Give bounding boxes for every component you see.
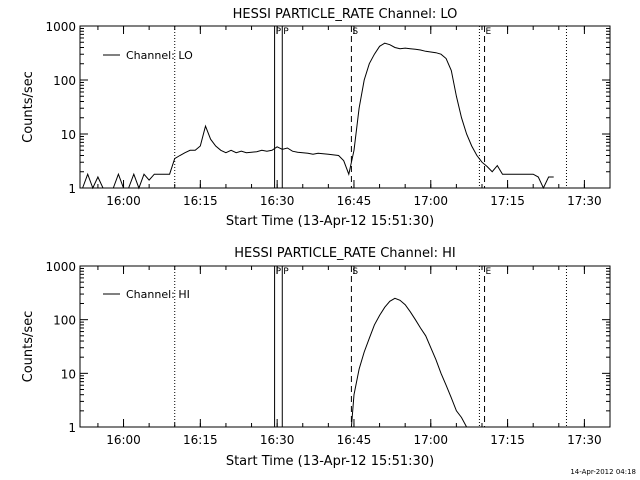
marker-label-s-lo: S bbox=[352, 27, 358, 37]
marker-label-e-lo: E bbox=[486, 27, 492, 37]
xtick-label-lo: 17:15 bbox=[490, 194, 525, 208]
legend-label-hi: Channel: HI bbox=[126, 288, 190, 301]
series-line-hi bbox=[350, 297, 468, 428]
plot-frame-lo bbox=[79, 25, 611, 189]
chart-title-lo: HESSI PARTICLE_RATE Channel: LO bbox=[233, 7, 458, 22]
footer-timestamp: 14-Apr-2012 04:18 bbox=[570, 468, 636, 476]
xtick-label-hi: 17:00 bbox=[413, 433, 448, 447]
xtick-label-hi: 16:30 bbox=[260, 433, 295, 447]
chart-lo-panel: HESSI PARTICLE_RATE Channel: LO 1 10 100 100… bbox=[21, 7, 611, 229]
marker-label-e-hi: E bbox=[486, 267, 492, 277]
xtick-label-lo: 16:45 bbox=[337, 194, 372, 208]
plot-frame-hi bbox=[79, 265, 611, 428]
y-axis-label-lo: Counts/sec bbox=[21, 71, 36, 143]
ytick-label-hi: 10 bbox=[61, 367, 76, 381]
ytick-label-lo: 10 bbox=[61, 128, 76, 142]
xtick-label-lo: 16:00 bbox=[106, 194, 141, 208]
ytick-label-hi: 1000 bbox=[45, 260, 76, 274]
xtick-label-lo: 16:15 bbox=[183, 194, 218, 208]
chart-hi-panel: HESSI PARTICLE_RATE Channel: HI 1 10 100 100… bbox=[21, 246, 611, 469]
marker-label-p-hi: P bbox=[283, 267, 289, 277]
marker-label-p-lo: P bbox=[276, 27, 282, 37]
x-axis-label-lo: Start Time (13-Apr-12 15:51:30) bbox=[226, 214, 434, 229]
xtick-label-lo: 17:30 bbox=[567, 194, 602, 208]
chart-title-hi: HESSI PARTICLE_RATE Channel: HI bbox=[234, 246, 455, 261]
marker-label-s-hi: S bbox=[352, 267, 358, 277]
ytick-label-hi: 1 bbox=[68, 421, 76, 435]
xtick-label-hi: 17:15 bbox=[490, 433, 525, 447]
ytick-label-lo: 1000 bbox=[45, 20, 76, 34]
xtick-label-hi: 16:15 bbox=[183, 433, 218, 447]
ytick-label-hi: 100 bbox=[53, 314, 76, 328]
marker-label-p-hi: P bbox=[276, 267, 282, 277]
xtick-label-lo: 16:30 bbox=[260, 194, 295, 208]
xtick-label-lo: 17:00 bbox=[413, 194, 448, 208]
legend-label-lo: Channel: LO bbox=[126, 49, 193, 62]
ytick-label-lo: 100 bbox=[53, 74, 76, 88]
ytick-label-lo: 1 bbox=[68, 182, 76, 196]
marker-label-p-lo: P bbox=[283, 27, 289, 37]
series-line-lo bbox=[82, 42, 554, 190]
y-axis-label-hi: Counts/sec bbox=[21, 311, 36, 383]
xtick-label-hi: 17:30 bbox=[567, 433, 602, 447]
x-axis-label-hi: Start Time (13-Apr-12 15:51:30) bbox=[226, 454, 434, 469]
xtick-label-hi: 16:00 bbox=[106, 433, 141, 447]
xtick-label-hi: 16:45 bbox=[337, 433, 372, 447]
